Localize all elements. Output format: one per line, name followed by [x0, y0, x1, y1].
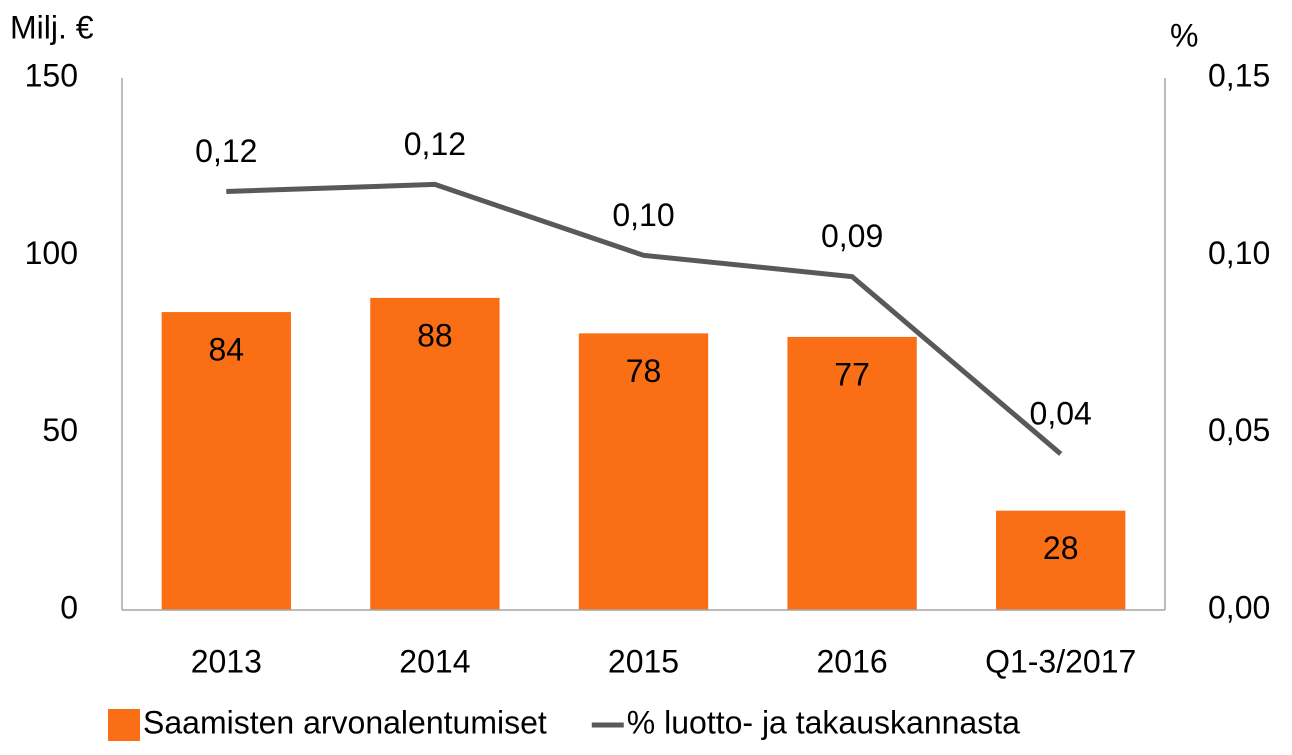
y2-tick-label: 0,05 [1208, 412, 1270, 448]
bar [787, 336, 917, 610]
bar [370, 297, 500, 610]
y-tick-label: 100 [25, 235, 78, 271]
y2-tick-label: 0,15 [1208, 57, 1270, 93]
y-axis-title: Milj. € [10, 9, 94, 45]
line-value-label: 0,12 [404, 126, 466, 162]
y-tick-label: 50 [42, 412, 78, 448]
y2-tick-label: 0,00 [1208, 589, 1270, 625]
y-tick-label: 150 [25, 57, 78, 93]
x-tick-label: 2014 [399, 643, 470, 679]
x-tick-label: Q1-3/2017 [985, 643, 1136, 679]
legend-label: Saamisten arvonalentumiset [143, 704, 547, 740]
x-tick-label: 2016 [817, 643, 888, 679]
y-tick-label: 0 [60, 589, 78, 625]
bar-value-label: 77 [834, 356, 870, 392]
bar-value-label: 78 [626, 353, 662, 389]
bar-value-label: 88 [417, 317, 453, 353]
bar [578, 333, 709, 610]
x-tick-label: 2013 [191, 643, 262, 679]
line-value-label: 0,12 [195, 133, 257, 169]
legend-label: % luotto- ja takauskannasta [627, 704, 1020, 740]
legend-swatch [108, 709, 140, 741]
line-value-label: 0,09 [821, 218, 883, 254]
bar-value-label: 28 [1043, 530, 1079, 566]
x-tick-label: 2015 [608, 643, 679, 679]
bar-value-label: 84 [209, 332, 245, 368]
bar [996, 510, 1126, 610]
bar [161, 312, 291, 610]
line-value-label: 0,04 [1030, 395, 1092, 431]
line [226, 181, 1063, 456]
y2-tick-label: 0,10 [1208, 235, 1270, 271]
line-value-label: 0,10 [612, 197, 674, 233]
y2-axis-title: % [1170, 17, 1198, 53]
